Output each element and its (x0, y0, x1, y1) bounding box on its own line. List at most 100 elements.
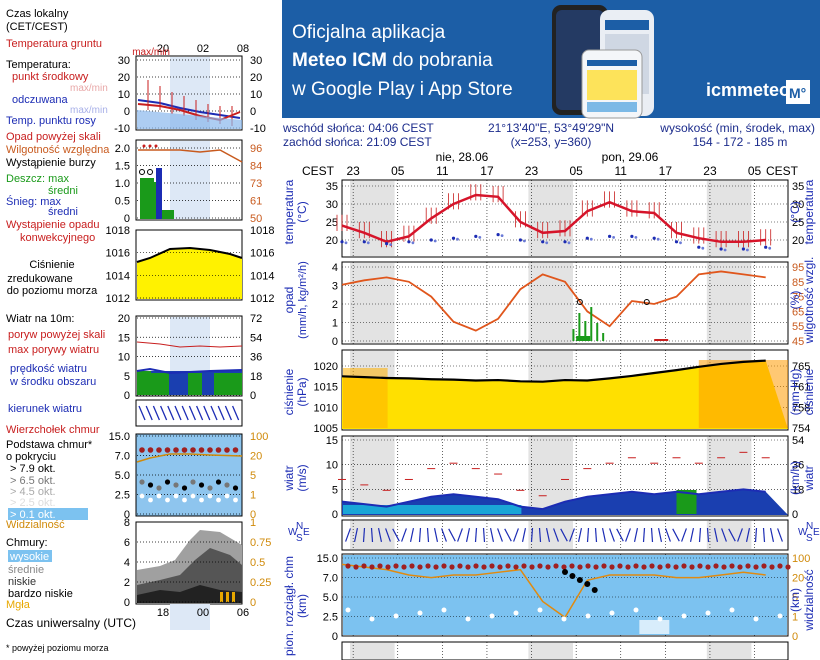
night-band (528, 263, 573, 343)
rain-bar (602, 333, 605, 341)
wind-arrow (728, 528, 736, 542)
cloud-unit: (km) (295, 594, 309, 618)
wind-arrow (513, 528, 519, 542)
dewpoint-dot (634, 236, 638, 239)
legend-wind-arrow (152, 405, 160, 421)
pressure-unit: (hPa) (295, 377, 309, 406)
hour-tick-label: 11 (615, 164, 628, 178)
wind-arrow (362, 527, 366, 543)
cloud-top-dot (417, 564, 423, 570)
pressure-shade (698, 360, 788, 428)
compass-s-right: S (806, 533, 813, 544)
wind-arrow (609, 528, 615, 542)
legend-tick-left: 20 (118, 72, 130, 84)
legend-wind-avg-1: prędkość wiatru (10, 363, 87, 375)
legend-tick-right: 1 (250, 490, 256, 502)
cloud-top-dot (785, 564, 791, 570)
night-band (528, 181, 573, 256)
wind-arrow (560, 528, 568, 542)
storm-mark (576, 299, 583, 305)
legend-tick-right: 96 (250, 143, 262, 155)
legend-tick-left: 5.0 (115, 470, 130, 482)
legend-tick-right: 1014 (250, 270, 274, 282)
logo-badge (786, 80, 810, 104)
legend-cloud-dot (165, 497, 170, 503)
y-tick-right: 85 (792, 277, 804, 289)
legend-local-tick-20: 20 (157, 43, 169, 55)
wind-arrow (553, 528, 559, 542)
cloud-low-dot (705, 610, 711, 616)
legend-tick-left: 2.0 (115, 143, 130, 155)
legend-wind-arrow (174, 405, 182, 421)
legend-tick-left: 0 (124, 509, 130, 521)
legend-wind-arrow (188, 405, 196, 421)
visibility-ylabel: widzialność (802, 569, 816, 631)
legend-clouds: Chmury: (6, 537, 48, 549)
legend-cloud-dot (182, 497, 187, 503)
y-tick-right: 100 (792, 553, 810, 565)
cloud-base-dot (584, 581, 591, 587)
cloud-top-dot (457, 563, 463, 569)
y-tick-right: 65 (792, 306, 804, 318)
legend-cloud-dot (164, 447, 171, 453)
wind-arrow (385, 528, 391, 542)
legend-cloud-dot (232, 485, 239, 491)
y-tick-left: 7.0 (323, 573, 338, 585)
dewpoint-dot (541, 240, 545, 244)
legend-precip-occ-1: Wystąpienie opadu (6, 219, 99, 231)
hour-tick-label: 05 (748, 164, 762, 178)
cest-label-left: CEST (302, 164, 335, 178)
legend-wind-arrow (138, 405, 146, 421)
y-tick-left: 5 (332, 484, 338, 496)
compass-s-left: S (296, 533, 303, 544)
dewpoint-dot (366, 241, 370, 245)
cloud-top-dot (441, 563, 447, 569)
compass-e-left: E (303, 527, 310, 538)
visibility-unit: (km) (788, 588, 802, 612)
wind-arrow (601, 528, 607, 542)
y-tick-left: 1015 (314, 382, 338, 394)
legend-maxmin-1: max/min (70, 83, 108, 94)
legend-footnote: * powyżej poziomu morza (6, 643, 109, 653)
compass-icon-right: N E S W (798, 521, 820, 544)
dewpoint-dot (674, 240, 679, 244)
dewpoint-dot (612, 236, 615, 239)
dewpoint-dot (344, 241, 348, 245)
dewpoint-dot (496, 233, 500, 237)
wind-arrow (474, 527, 478, 543)
cloud-top-dot (601, 563, 607, 569)
y-tick-left: 5.0 (323, 592, 338, 604)
y-tick-right: 765 (792, 361, 810, 373)
cloud-top-dot (553, 563, 559, 569)
dewpoint-dot (451, 236, 456, 240)
dewpoint-dot (719, 247, 723, 251)
y-tick-left: 4 (332, 262, 338, 274)
legend-snow-mid: średni (48, 206, 78, 218)
dewpoint-dot (411, 241, 415, 245)
banner-line-2-rest: do pobrania (387, 50, 493, 71)
legend-panel: Czas lokalny (CET/CEST) 20 02 08 Tempera… (6, 8, 274, 653)
legend-temperature: Temperatura: (6, 59, 71, 71)
logo-badge-text: M° (789, 85, 806, 101)
night-band (350, 643, 395, 659)
legend-wind-arrow (224, 405, 232, 421)
cloud-top-dot (481, 564, 487, 570)
legend-tick-left: 0.5 (115, 196, 130, 208)
rain-bar (590, 307, 593, 341)
legend-local-tick-02: 02 (197, 43, 209, 55)
y-tick-left: 0 (332, 509, 338, 521)
cloud-top-dot (585, 563, 591, 569)
cloud-top-dot (537, 563, 543, 569)
app-banner[interactable]: Oficjalna aplikacja Meteo ICM do pobrani… (282, 0, 820, 119)
cloud-top-dot (665, 563, 671, 569)
y-tick-right: 36 (792, 460, 804, 472)
rain-bar (572, 329, 575, 341)
dewpoint-dot (679, 241, 682, 245)
y-tick-right: 0 (792, 509, 798, 521)
wind-arrow (465, 528, 471, 542)
y-tick-right: 761 (792, 382, 810, 394)
legend-tick-left: 30 (118, 55, 130, 67)
wind-arrow (401, 528, 407, 542)
legend-tick-left: 8 (124, 517, 130, 529)
wind-arrow (633, 528, 639, 542)
